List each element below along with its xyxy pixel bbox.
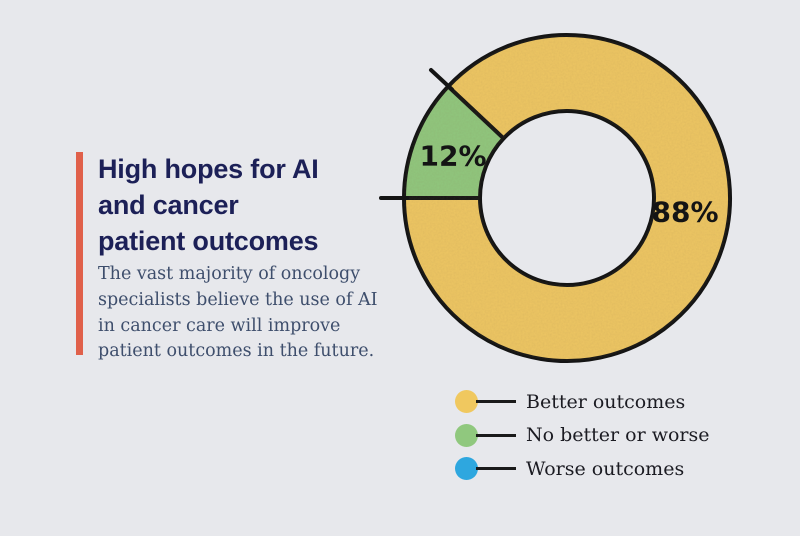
accent-bar bbox=[76, 152, 83, 355]
legend-label-better-outcomes: Better outcomes bbox=[526, 390, 686, 413]
legend-label-worse-outcomes: Worse outcomes bbox=[526, 457, 685, 480]
chart-legend: Better outcomes No better or worse Worse… bbox=[455, 390, 710, 491]
slice-callout-line-angled bbox=[429, 68, 454, 92]
title-line-1: High hopes for AI bbox=[98, 154, 319, 184]
legend-connector-line bbox=[476, 400, 516, 403]
description-line-3: in cancer care will improve bbox=[98, 315, 341, 336]
chart-description: The vast majority of oncology specialist… bbox=[98, 262, 378, 365]
legend-connector-line bbox=[476, 467, 516, 470]
legend-item-better-outcomes: Better outcomes bbox=[455, 390, 710, 413]
title-line-2: and cancer bbox=[98, 190, 239, 220]
legend-dot-no-better-or-worse bbox=[455, 423, 478, 447]
slice-value-label-12: 12% bbox=[419, 139, 487, 173]
title-line-3: patient outcomes bbox=[98, 226, 319, 256]
legend-item-worse-outcomes: Worse outcomes bbox=[455, 457, 710, 480]
legend-connector-line bbox=[476, 433, 516, 437]
slice-value-label-88: 88% bbox=[651, 195, 719, 229]
description-line-1: The vast majority of oncology bbox=[98, 264, 361, 284]
legend-label-no-better-or-worse: No better or worse bbox=[526, 424, 710, 446]
description-line-2: specialists believe the use of AI bbox=[98, 289, 378, 310]
page-title: High hopes for AI and cancer patient out… bbox=[98, 151, 319, 259]
legend-dot-worse-outcomes bbox=[455, 457, 478, 480]
legend-dot-better-outcomes bbox=[455, 390, 478, 413]
description-line-4: patient outcomes in the future. bbox=[98, 341, 375, 362]
legend-item-no-better-or-worse: No better or worse bbox=[455, 423, 710, 447]
